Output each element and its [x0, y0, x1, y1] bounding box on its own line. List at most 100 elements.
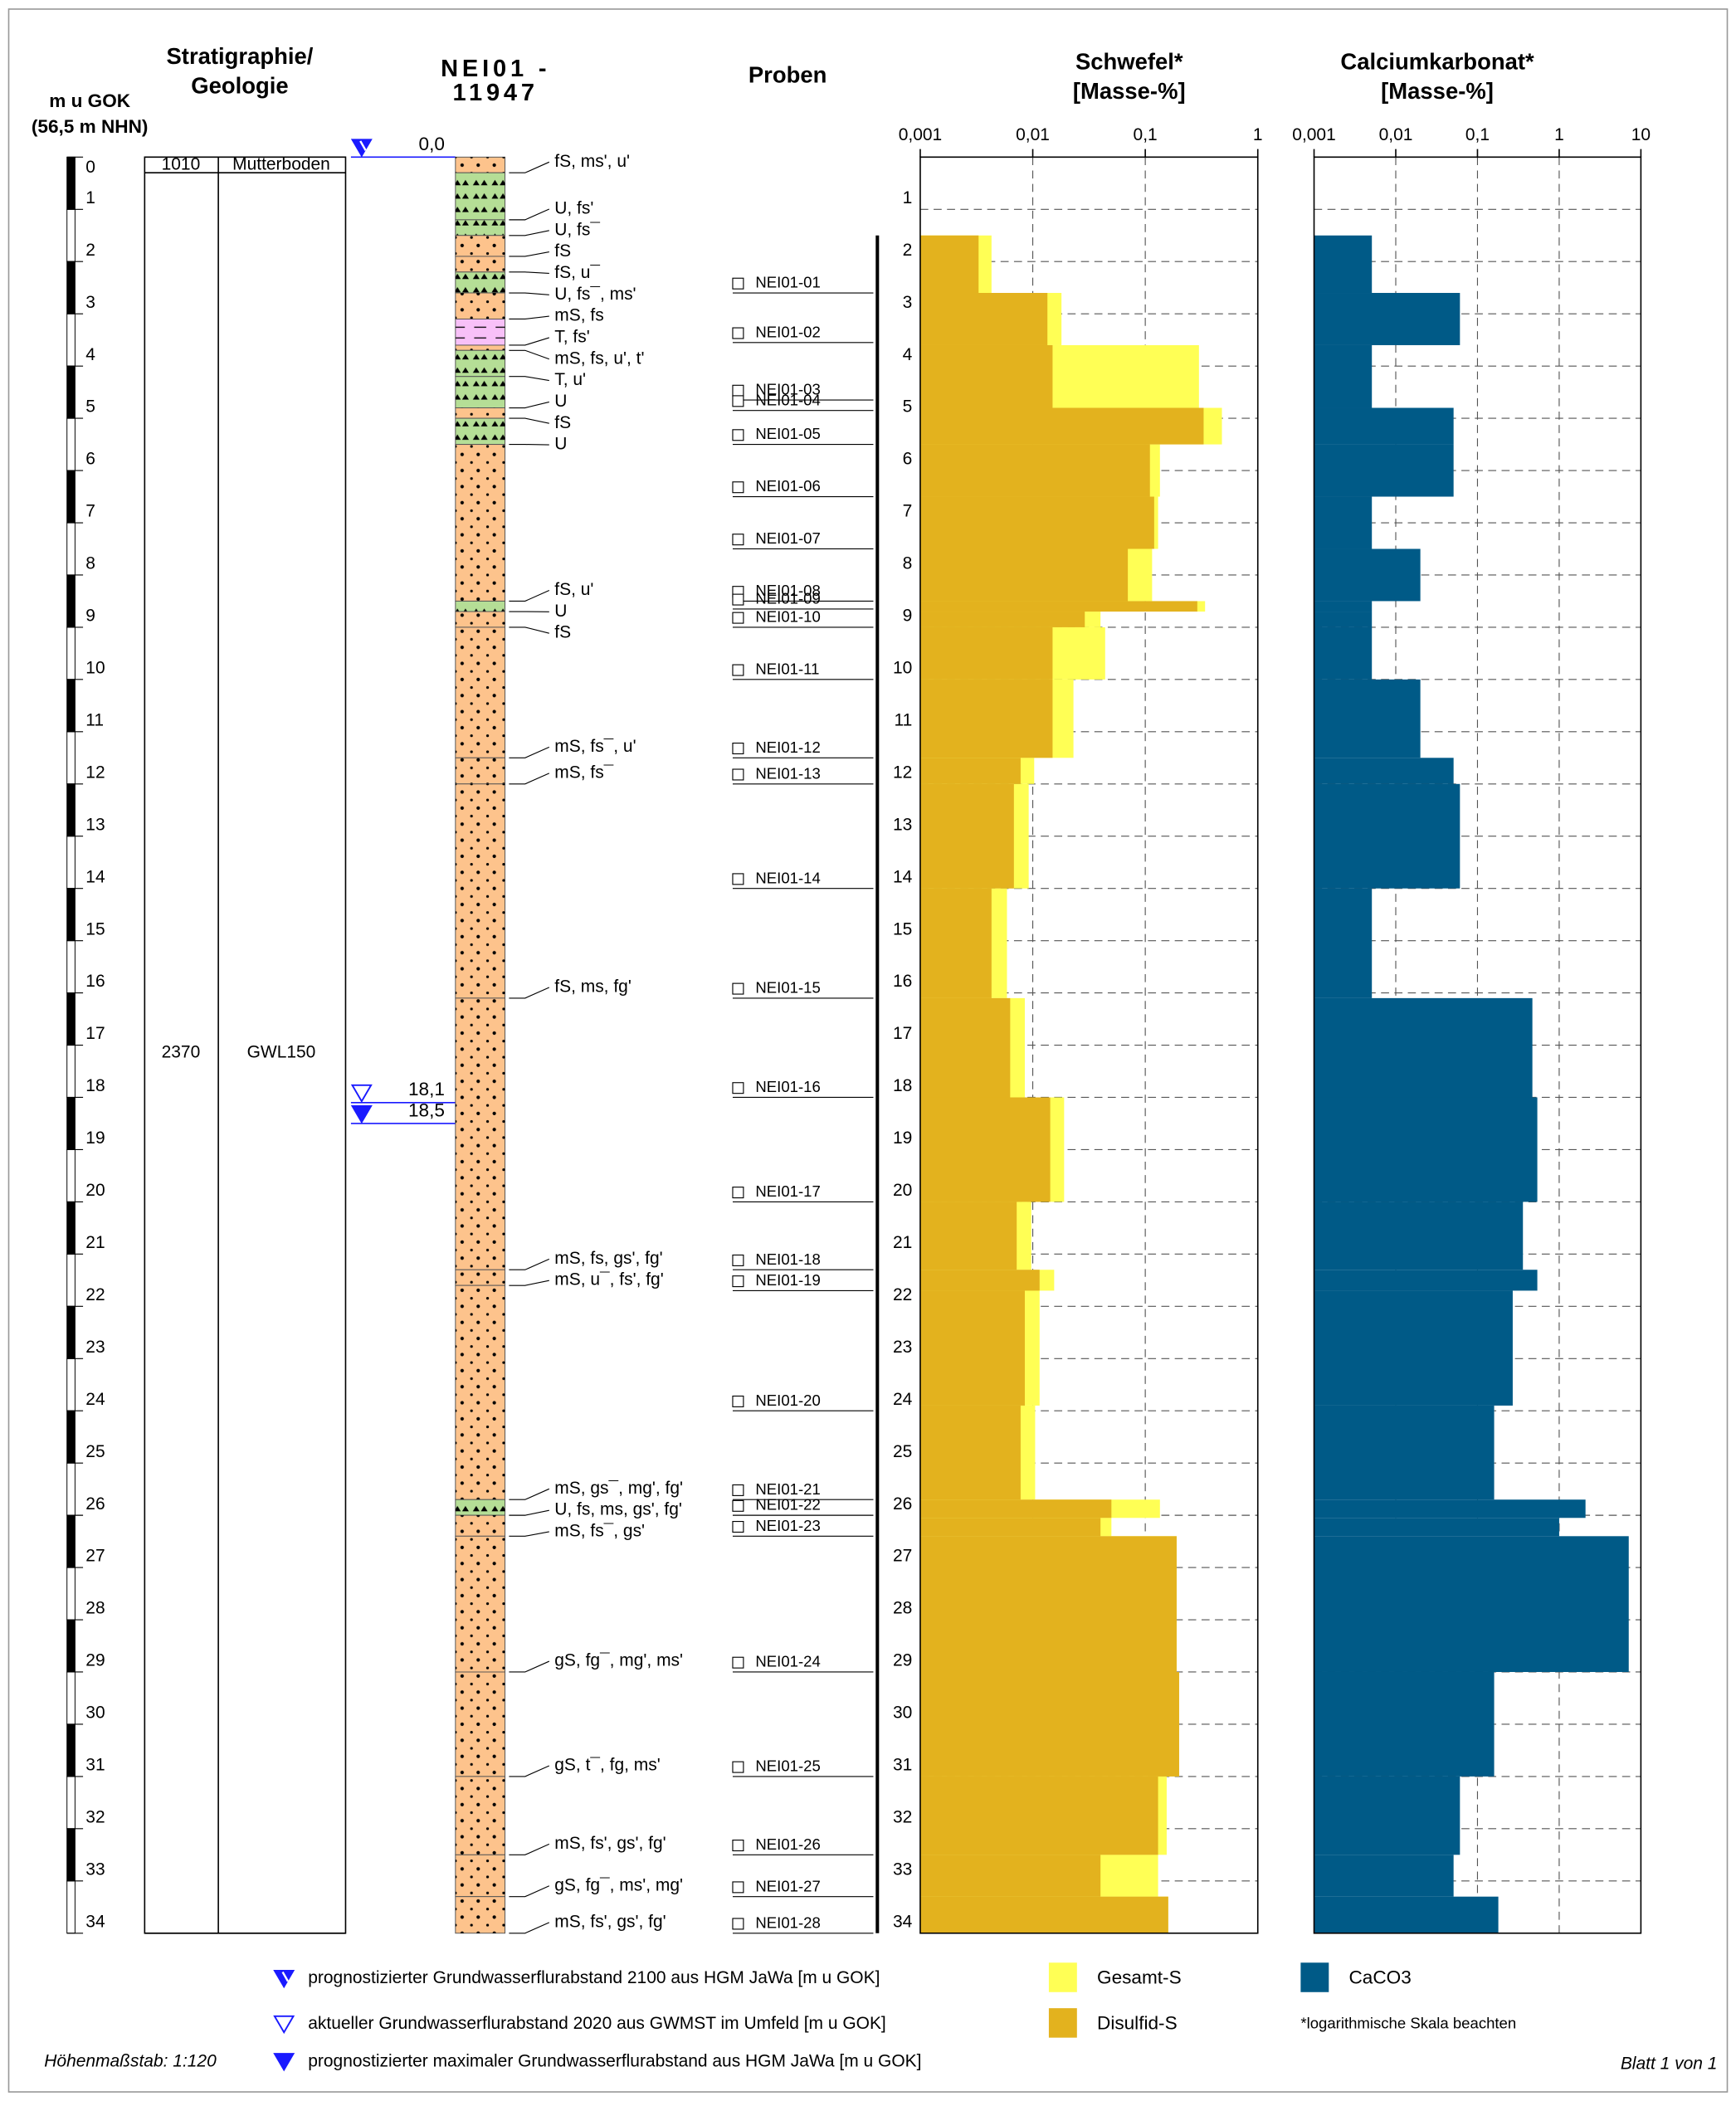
- legend-label: Disulfid-S: [1097, 2012, 1178, 2033]
- layer-description: mS, gs¯, mg', fg': [554, 1479, 683, 1498]
- sample-label: NEI01-27: [755, 1877, 820, 1894]
- y-tick-label: 15: [893, 919, 912, 938]
- bar: [1314, 235, 1373, 294]
- samples-title: Proben: [749, 62, 827, 88]
- legend-swatch: [1048, 1962, 1077, 1992]
- layer-pattern: [455, 612, 505, 627]
- sample-label: NEI01-03: [755, 381, 820, 398]
- bar: [1314, 1270, 1538, 1291]
- bar: [919, 601, 1197, 612]
- depth-scale-block: [66, 156, 76, 210]
- layer-leader: [509, 1885, 550, 1898]
- bar: [1314, 626, 1373, 680]
- water-symbol: [273, 2053, 295, 2072]
- layer-description: fS, u': [554, 580, 593, 599]
- sample-label: NEI01-16: [755, 1078, 820, 1095]
- sample-box: [732, 768, 744, 781]
- sample-box: [732, 481, 744, 494]
- sample-label: NEI01-26: [755, 1835, 820, 1853]
- layer-leader: [509, 349, 550, 360]
- y-tick-label: 4: [903, 345, 913, 364]
- y-tick-label: 3: [903, 293, 913, 312]
- depth-scale-block: [66, 1671, 76, 1725]
- layer-pattern: [455, 235, 505, 256]
- layer-description: mS, fs¯: [554, 763, 613, 782]
- x-tick-label: 1: [1554, 125, 1564, 144]
- depth-tick-label: 33: [85, 1860, 105, 1879]
- chart-title: Schwefel*: [1075, 49, 1183, 75]
- y-tick-label: 17: [893, 1024, 912, 1043]
- depth-tick-label: 14: [85, 867, 105, 886]
- bar: [1314, 1776, 1460, 1855]
- sample-label: NEI01-14: [755, 869, 820, 886]
- depth-tick-label: 31: [85, 1756, 105, 1775]
- bar: [1314, 1518, 1559, 1537]
- y-tick-label: 14: [893, 867, 913, 886]
- layer-leader: [509, 987, 550, 999]
- layer-leader: [509, 401, 549, 409]
- bar: [1314, 1202, 1524, 1270]
- sample-label: NEI01-10: [755, 608, 820, 626]
- y-tick-label: 6: [903, 450, 913, 469]
- bar: [1314, 1405, 1495, 1500]
- water-triangle: [350, 139, 373, 158]
- legend-water-text: prognostizierter Grundwasserflurabstand …: [308, 1968, 880, 1987]
- depth-tick-label: 18: [85, 1076, 105, 1095]
- depth-scale-block: [66, 731, 76, 785]
- depth-tick-label: 22: [85, 1285, 105, 1304]
- x-tick-label: 1: [1253, 125, 1263, 144]
- sample-box: [732, 982, 744, 995]
- layer-leader: [509, 1258, 550, 1270]
- y-tick-label: 29: [893, 1651, 912, 1670]
- layer-leader: [509, 1660, 550, 1673]
- layer-leader: [509, 376, 549, 382]
- depth-scale-block: [66, 1305, 76, 1359]
- chart-title: Calciumkarbonat*: [1340, 49, 1534, 75]
- layer-pattern: [455, 1499, 505, 1516]
- bar: [919, 1855, 1101, 1897]
- water-triangle: [273, 2015, 295, 2035]
- y-tick-label: 13: [893, 815, 912, 834]
- layer-leader: [509, 1531, 549, 1537]
- depth-scale-block: [66, 522, 76, 576]
- sheet-note: Blatt 1 von 1: [1621, 2054, 1718, 2073]
- legend-water-text: aktueller Grundwasserflurabstand 2020 au…: [308, 2014, 886, 2033]
- bar: [1314, 1499, 1586, 1518]
- layer-leader: [509, 746, 550, 758]
- layer-pattern: [455, 293, 505, 319]
- depth-tick-label: 24: [85, 1390, 105, 1409]
- water-symbol: [273, 2015, 295, 2035]
- chart-subtitle: [Masse-%]: [1073, 78, 1186, 104]
- layer-description: mS, fs', gs', fg': [554, 1912, 666, 1931]
- layer-leader: [509, 1765, 550, 1777]
- y-tick-label: 21: [893, 1233, 912, 1252]
- y-tick-label: 22: [893, 1285, 912, 1304]
- depth-scale-block: [66, 313, 76, 367]
- layer-description: fS: [554, 623, 571, 642]
- layer-leader: [509, 1509, 549, 1516]
- depth-scale-block: [66, 888, 76, 942]
- depth-scale-block: [66, 261, 76, 314]
- depth-tick-label: 6: [85, 450, 95, 469]
- layer-description: mS, fs: [554, 306, 603, 325]
- layer-description: mS, fs, gs', fg': [554, 1249, 662, 1268]
- layer-pattern: [455, 1776, 505, 1855]
- depth-subtitle: (56,5 m NHN): [32, 116, 149, 137]
- sample-box: [732, 429, 744, 441]
- strat-title: Geologie: [191, 73, 288, 99]
- layer-description: U: [554, 435, 567, 454]
- bar: [919, 997, 1011, 1098]
- bar: [1314, 997, 1533, 1098]
- bar: [919, 548, 1129, 602]
- depth-tick-label: 27: [85, 1547, 105, 1566]
- depth-scale-block: [66, 1462, 76, 1516]
- sample-label: NEI01-12: [755, 739, 820, 756]
- x-tick-label: 0,01: [1016, 125, 1050, 144]
- sample-box: [732, 1395, 744, 1407]
- sample-label: NEI01-09: [755, 589, 820, 607]
- sample-box: [732, 664, 744, 676]
- depth-scale-block: [66, 783, 76, 837]
- bar: [919, 1270, 1040, 1291]
- water-triangle: [273, 1969, 295, 1989]
- depth-tick-label: 23: [85, 1338, 105, 1357]
